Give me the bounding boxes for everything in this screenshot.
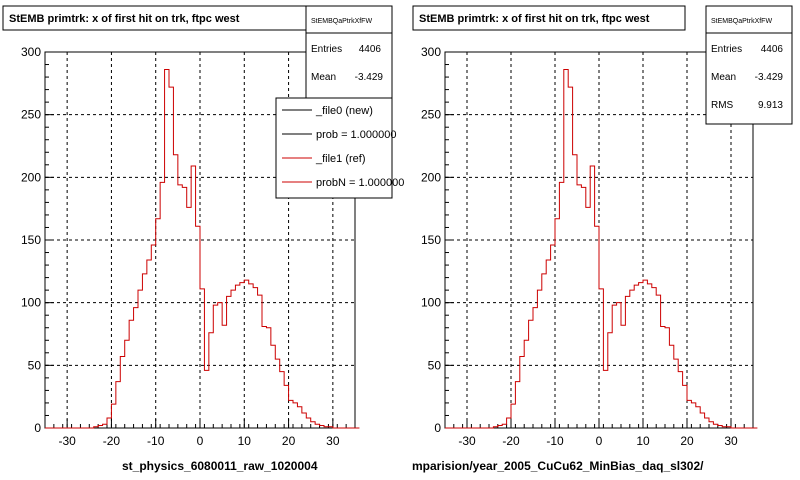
x-tick-label: 20	[282, 434, 296, 448]
x-tick-label: -30	[58, 434, 76, 448]
right-histogram-series	[445, 69, 758, 429]
x-tick-label: 30	[326, 434, 340, 448]
right-stats-name: StEMBQaPtrkXfFW	[711, 18, 772, 25]
y-tick-label: 150	[421, 233, 441, 247]
left-x-axis-label: st_physics_6080011_raw_1020004	[122, 459, 318, 473]
left-plot-title: StEMB primtrk: x of first hit on trk, ft…	[9, 13, 240, 25]
right-histogram-panel: StEMB primtrk: x of first hit on trk, ft…	[412, 5, 793, 473]
left-stats-name: StEMBQaPtrkXfFW	[311, 18, 372, 25]
x-tick-label: 0	[596, 434, 603, 448]
y-tick-label: 200	[21, 170, 41, 184]
legend-label: probN = 1.000000	[316, 177, 404, 189]
left-stats-mean-label: Mean	[311, 72, 336, 83]
legend-label: _file1 (ref)	[315, 153, 366, 165]
left-title-box	[2, 5, 307, 31]
right-stats-rms: 9.913	[758, 100, 783, 111]
x-tick-label: 10	[636, 434, 650, 448]
left-stats-mean: -3.429	[355, 72, 384, 83]
legend-label: _file0 (new)	[315, 105, 373, 117]
right-stats-box	[705, 5, 793, 125]
right-stats-rms-label: RMS	[711, 100, 734, 111]
y-tick-label: 250	[21, 108, 41, 122]
right-stats-mean: -3.429	[755, 72, 784, 83]
y-tick-label: 50	[28, 358, 42, 372]
x-tick-label: -20	[103, 434, 121, 448]
y-tick-label: 100	[21, 296, 41, 310]
y-tick-label: 100	[421, 296, 441, 310]
x-tick-label: 20	[680, 434, 694, 448]
x-tick-label: -30	[458, 434, 476, 448]
y-tick-label: 150	[21, 233, 41, 247]
legend-label: prob = 1.000000	[316, 129, 396, 141]
x-tick-label: -10	[546, 434, 564, 448]
y-tick-label: 200	[421, 170, 441, 184]
right-title-box	[412, 5, 686, 31]
y-tick-label: 0	[34, 421, 41, 435]
left-stats-entries: 4406	[359, 44, 382, 55]
right-stats-entries: 4406	[761, 44, 784, 55]
legend: _file0 (new) prob = 1.000000 _file1 (ref) p…	[282, 105, 404, 189]
right-plot-title: StEMB primtrk: x of first hit on trk, ft…	[419, 13, 650, 25]
x-tick-label: 10	[238, 434, 252, 448]
x-tick-label: 0	[197, 434, 204, 448]
left-histogram-series	[45, 69, 360, 429]
right-x-axis-label: mparision/year_2005_CuCu62_MinBias_daq_s…	[412, 459, 704, 473]
right-stats-entries-label: Entries	[711, 44, 742, 55]
x-tick-label: 30	[724, 434, 738, 448]
right-grid	[445, 52, 753, 428]
y-tick-label: 300	[21, 45, 41, 59]
left-stats-entries-label: Entries	[311, 44, 342, 55]
y-tick-label: 250	[421, 108, 441, 122]
legend-box	[275, 97, 393, 199]
y-tick-label: 50	[428, 358, 442, 372]
left-histogram-panel: StEMB primtrk: x of first hit on trk, ft…	[2, 5, 404, 473]
x-tick-label: -20	[502, 434, 520, 448]
x-tick-label: -10	[147, 434, 165, 448]
histogram-line	[445, 69, 758, 429]
y-tick-label: 300	[421, 45, 441, 59]
right-stats-mean-label: Mean	[711, 72, 736, 83]
histogram-line	[45, 69, 360, 429]
y-tick-label: 0	[434, 421, 441, 435]
